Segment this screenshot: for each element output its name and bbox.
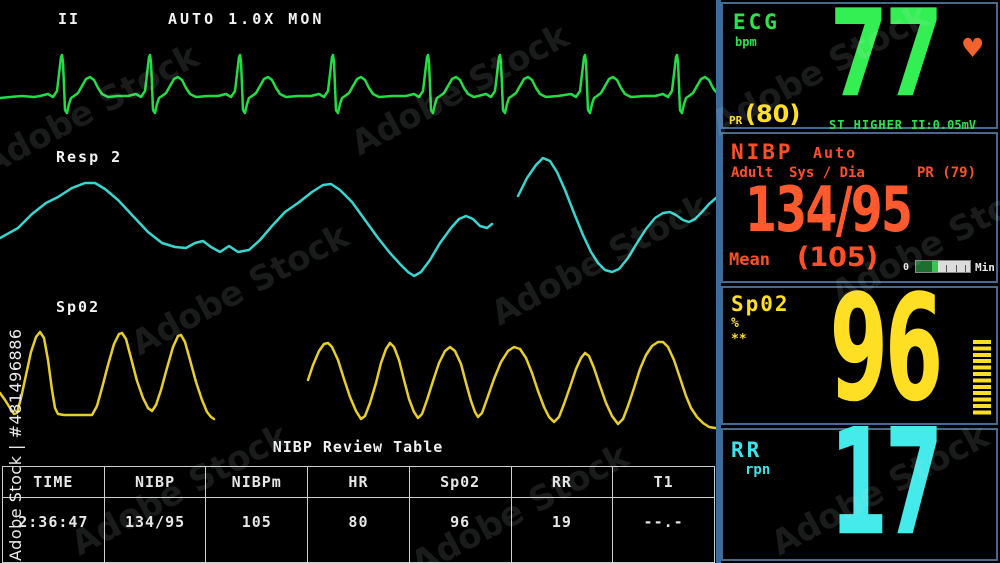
ecg-waveform [0, 53, 716, 115]
cell-time: 2:36:47 [2, 497, 105, 563]
cell-nibp: 134/95 [103, 497, 207, 563]
review-table-title: NIBP Review Table [272, 438, 444, 456]
cell-t1: --.- [612, 497, 715, 563]
nibp-panel[interactable]: NIBP Auto Adult Sys / Dia PR (79) 134/95… [721, 132, 998, 283]
cell-hr: 80 [307, 497, 410, 563]
waveforms-svg [0, 53, 716, 430]
col-header-hr: HR [307, 466, 410, 498]
nibp-value: 134/95 [745, 173, 913, 246]
rr-panel-title: RR [731, 438, 763, 462]
nibp-mean-value: (105) [797, 242, 879, 273]
col-header-t1: T1 [612, 466, 715, 498]
rr-panel[interactable]: RR rpn 17 [721, 409, 998, 561]
nibp-timer-bar-fill [916, 261, 938, 272]
col-header-time: TIME [2, 466, 105, 498]
spo2-alarm-stars: ** [731, 332, 747, 347]
ecg-panel[interactable]: ECG bpm 77 ♥ PR (80) ST HIGHER II:0.05mV [721, 0, 998, 132]
spo2-label: Sp02 [56, 298, 101, 316]
ecg-mode-label: AUTO 1.0X MON [168, 10, 325, 28]
spo2-signal-strength-bar [973, 340, 991, 416]
nibp-timer-bar-marker [932, 261, 938, 272]
st-status-label: ST HIGHER [829, 118, 904, 132]
st-value-label: II:0.05mV [911, 118, 977, 132]
resp-waveform [0, 156, 716, 278]
rr-unit-label: rpn [745, 462, 771, 478]
stock-id-watermark: Adobe Stock | #481496886 [6, 328, 25, 561]
nibp-panel-title: NIBP [731, 140, 794, 164]
column-divider [716, 0, 721, 563]
ecg-unit-label: bpm [735, 35, 757, 49]
spo2-panel-title: Sp02 [731, 292, 790, 316]
rr-value: 17 [829, 397, 944, 563]
pr-value: (80) [745, 100, 801, 128]
col-header-rr: RR [510, 466, 614, 498]
col-header-nibpm: NIBPm [205, 466, 309, 498]
cell-spo2: 96 [408, 497, 512, 563]
spo2-panel[interactable]: Sp02 % ** 96 [721, 275, 998, 425]
spo2-unit-label: % [731, 316, 739, 331]
review-table-row: 2:36:47 134/95 105 80 96 19 --.- [2, 497, 715, 563]
nibp-mode-label: Auto [813, 144, 858, 162]
heart-icon: ♥ [963, 29, 983, 67]
col-header-nibp: NIBP [103, 466, 207, 498]
nibp-measure-label: Sys / Dia [789, 165, 865, 181]
nibp-timer-bar [915, 260, 971, 273]
cell-rr: 19 [510, 497, 614, 563]
nibp-timer-tick [956, 265, 957, 272]
nibp-review-table: TIME NIBP NIBPm HR Sp02 RR T1 2:36:47 13… [2, 466, 715, 563]
ecg-lead-label: II [58, 10, 81, 28]
review-table-header-row: TIME NIBP NIBPm HR Sp02 RR T1 [2, 466, 715, 498]
nibp-timer-end-label: Min [975, 261, 995, 274]
cell-nibpm: 105 [205, 497, 309, 563]
nibp-mean-label: Mean [729, 250, 770, 270]
ecg-panel-title: ECG [733, 10, 780, 34]
pr-label: PR [729, 114, 743, 127]
spo2-value: 96 [829, 263, 944, 435]
col-header-spo2: Sp02 [408, 466, 512, 498]
nibp-timer-tick [946, 265, 947, 272]
spo2-waveform [0, 330, 716, 430]
nibp-pr-value: PR (79) [917, 165, 977, 181]
nibp-patient-type: Adult [731, 165, 774, 181]
heart-rate-value: 77 [829, 0, 944, 124]
nibp-timer-tick [965, 265, 966, 272]
resp-label: Resp 2 [56, 148, 123, 166]
nibp-timer-start-label: 0 [903, 262, 910, 273]
